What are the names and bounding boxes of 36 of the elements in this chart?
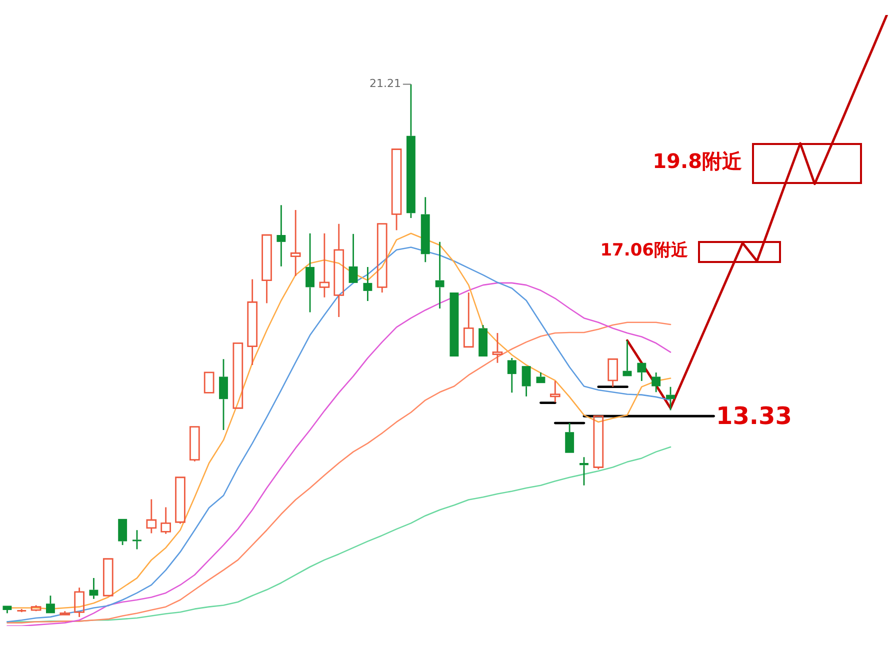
candlestick <box>580 456 588 486</box>
candlestick <box>334 223 344 318</box>
candlestick <box>132 529 142 550</box>
candlestick <box>219 358 228 431</box>
annotation: 21.21 <box>369 77 401 90</box>
annotation: 17.06附近 <box>600 240 689 260</box>
candlestick <box>536 372 546 384</box>
candlestick <box>637 362 646 382</box>
candlestick <box>2 606 12 614</box>
candlestick <box>160 506 171 535</box>
candlestick <box>608 358 618 388</box>
candlestick <box>276 204 286 268</box>
candlestick <box>522 366 531 398</box>
candlestick <box>118 518 128 546</box>
candlestick <box>74 586 84 618</box>
annotation: 13.33 <box>716 402 792 430</box>
candlestick <box>348 233 358 283</box>
candlestick <box>363 266 372 302</box>
candlestick <box>262 234 272 304</box>
candlestick <box>247 278 258 366</box>
candlestick <box>435 241 444 310</box>
candlestick <box>492 332 503 364</box>
candlestick <box>376 223 388 294</box>
candlestick <box>565 422 574 453</box>
candlestick <box>290 209 301 277</box>
candlestick <box>319 232 330 298</box>
candlestick <box>507 357 516 394</box>
candlestick <box>391 148 402 231</box>
candlestick <box>306 232 314 313</box>
candlestick <box>652 372 661 393</box>
candlestick <box>463 292 474 348</box>
candlestick <box>420 196 430 263</box>
candlestick <box>146 498 157 534</box>
annotation: 19.8附近 <box>652 149 742 174</box>
candlestick <box>666 386 675 411</box>
candlestick <box>550 380 560 403</box>
